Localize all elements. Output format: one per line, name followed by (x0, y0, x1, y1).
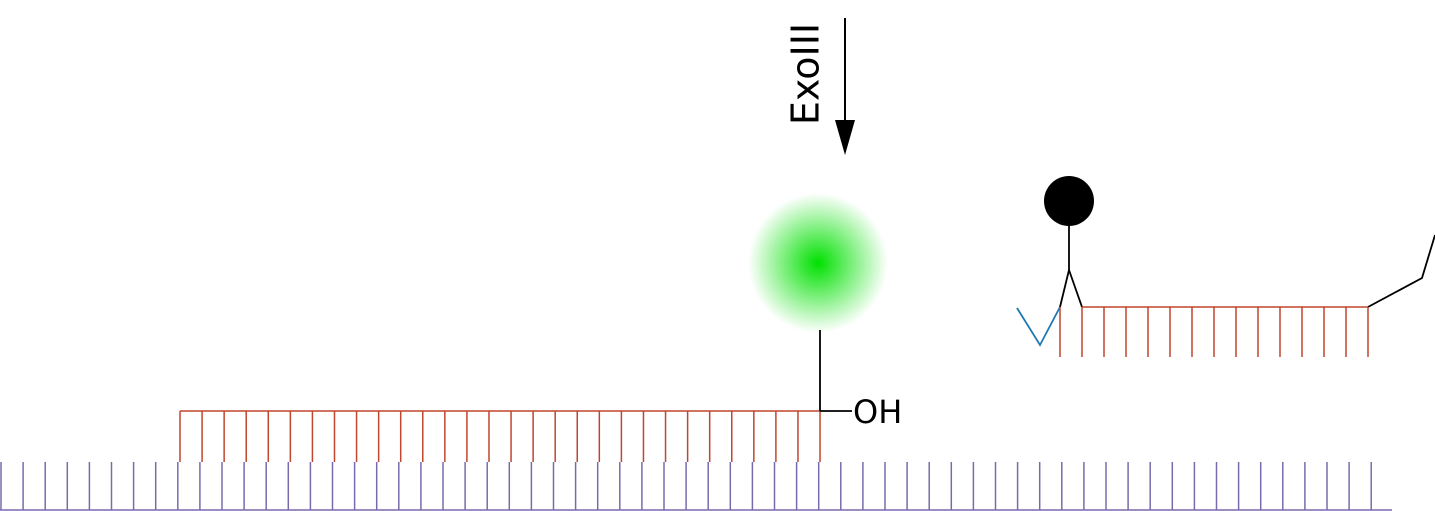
enzyme-label: ExoIII (784, 23, 828, 125)
enzyme-arrow (835, 18, 855, 155)
linker (819, 330, 852, 412)
quencher (1044, 176, 1094, 226)
probe-linker (1059, 226, 1435, 308)
terminus-label: OH (853, 393, 902, 431)
probe-overhang (1016, 306, 1061, 347)
fluorophore-glow (748, 193, 888, 333)
primer-strand (179, 410, 821, 462)
template-strand (0, 462, 1392, 511)
probe-strand (1059, 306, 1369, 357)
